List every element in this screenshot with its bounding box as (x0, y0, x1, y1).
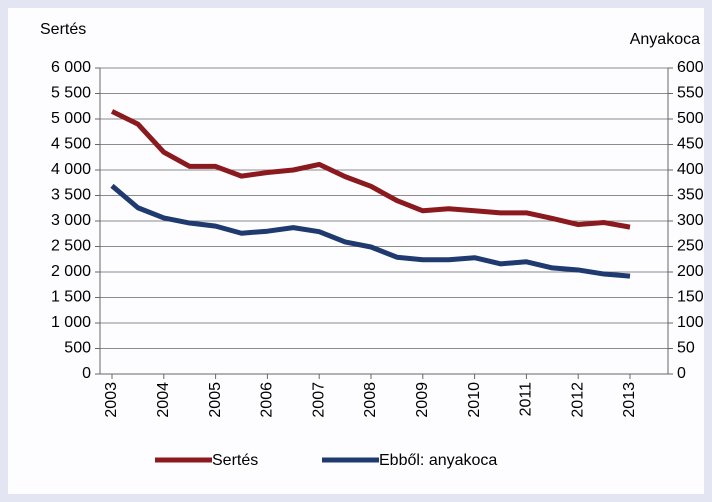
y-axis-title: Sertés (40, 21, 86, 38)
y2-tick-label: 350 (677, 187, 704, 204)
y-tick-label: 1 500 (51, 289, 91, 306)
y-tick-label: 4 000 (51, 161, 91, 178)
series-line (110, 109, 631, 230)
x-tick-label: 2013 (621, 382, 638, 418)
x-tick-label: 2004 (155, 382, 172, 418)
y-tick-label: 2 500 (51, 238, 91, 255)
x-tick-label: 2011 (518, 382, 535, 417)
x-tick-label: 2006 (259, 382, 276, 418)
y-tick-label: 500 (64, 340, 91, 357)
y-tick-label: 4 500 (51, 136, 91, 153)
x-tick-label: 2005 (207, 382, 224, 418)
y2-axis-title: Anyakoca (630, 31, 700, 48)
x-tick-label: 2003 (103, 382, 120, 418)
y2-tick-label: 200 (677, 263, 704, 280)
y2-tick-label: 100 (677, 314, 704, 331)
legend-label: Sertés (212, 452, 258, 469)
y2-tick-label: 600 (677, 59, 704, 76)
y2-tick-label: 550 (677, 85, 704, 102)
y2-tick-label: 0 (677, 365, 686, 382)
series-line (110, 183, 631, 279)
y-tick-label: 0 (82, 365, 91, 382)
panel (8, 8, 704, 494)
y2-tick-label: 500 (677, 110, 704, 127)
y2-tick-label: 300 (677, 212, 704, 229)
y2-tick-label: 250 (677, 238, 704, 255)
y2-tick-label: 450 (677, 136, 704, 153)
y-tick-label: 3 500 (51, 187, 91, 204)
y-tick-label: 3 000 (51, 212, 91, 229)
x-tick-label: 2010 (466, 382, 483, 418)
x-tick-label: 2009 (414, 382, 431, 418)
y2-tick-label: 50 (677, 340, 695, 357)
y-tick-label: 5 000 (51, 110, 91, 127)
x-tick-label: 2012 (569, 382, 586, 418)
y-tick-label: 1 000 (51, 314, 91, 331)
legend-label: Ebből: anyakoca (379, 452, 497, 469)
x-tick-label: 2008 (362, 382, 379, 418)
x-tick-label: 2007 (310, 382, 327, 418)
y-tick-label: 2 000 (51, 263, 91, 280)
y-tick-label: 6 000 (51, 59, 91, 76)
y2-tick-label: 400 (677, 161, 704, 178)
y-tick-label: 5 500 (51, 85, 91, 102)
y2-tick-label: 150 (677, 289, 704, 306)
